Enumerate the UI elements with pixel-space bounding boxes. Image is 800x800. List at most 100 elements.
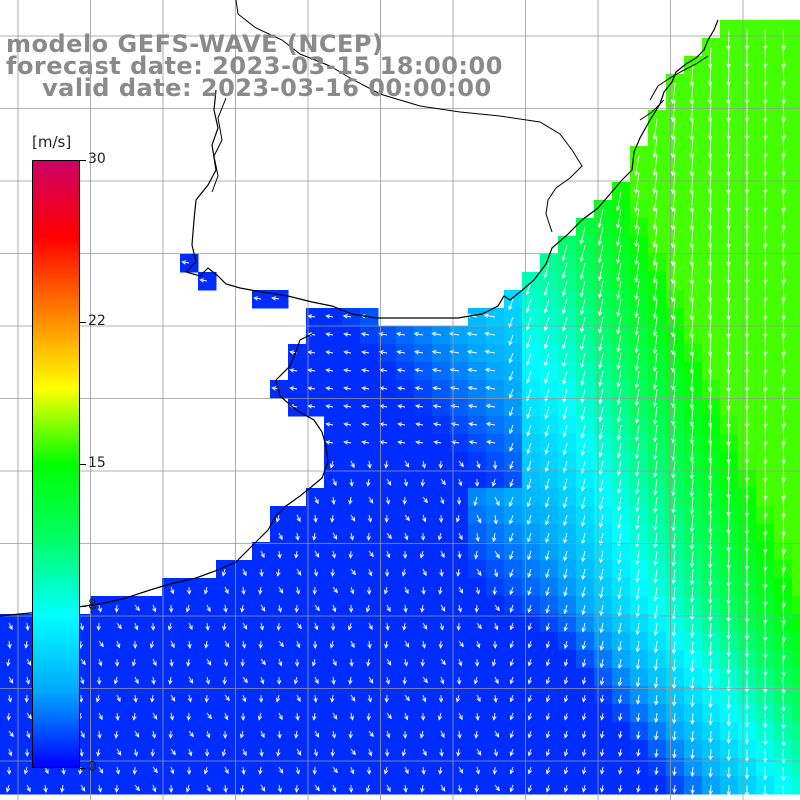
wind-arrow bbox=[782, 208, 785, 230]
wind-arrowhead bbox=[401, 571, 407, 577]
colorbar-tick-label: 8 bbox=[88, 596, 97, 613]
wind-arrow bbox=[421, 784, 424, 792]
wind-arrowhead bbox=[313, 571, 319, 577]
wind-arrow bbox=[326, 387, 334, 390]
wind-arrow bbox=[494, 784, 500, 791]
wind-arrowhead bbox=[403, 661, 409, 667]
wind-arrow bbox=[98, 784, 102, 792]
wind-arrowhead bbox=[350, 696, 356, 702]
wind-arrowhead bbox=[7, 697, 13, 703]
wind-arrow bbox=[475, 730, 478, 738]
wind-arrow bbox=[562, 262, 568, 279]
wind-arrowhead bbox=[402, 554, 408, 559]
wind-arrow bbox=[562, 280, 568, 296]
wind-speed-cell bbox=[450, 362, 469, 381]
wind-arrow bbox=[526, 352, 532, 366]
wind-arrowhead bbox=[509, 464, 514, 470]
wind-arrowhead bbox=[432, 404, 438, 409]
wind-arrowhead bbox=[242, 697, 247, 703]
wind-arrowhead bbox=[634, 366, 639, 372]
wind-arrow bbox=[782, 334, 785, 356]
wind-arrowhead bbox=[314, 552, 320, 558]
wind-arrowhead bbox=[545, 591, 550, 597]
wind-arrowhead bbox=[543, 273, 548, 279]
wind-arrow bbox=[134, 694, 137, 702]
wind-arrow bbox=[188, 622, 193, 630]
wind-arrow bbox=[600, 622, 604, 633]
wind-arrow bbox=[404, 460, 410, 468]
wind-arrow bbox=[582, 586, 586, 597]
wind-arrowhead bbox=[414, 386, 420, 391]
wind-arrowhead bbox=[508, 519, 514, 525]
wind-arrowhead bbox=[271, 386, 277, 391]
wind-speed-cell bbox=[378, 344, 397, 363]
wind-arrowhead bbox=[493, 751, 499, 757]
wind-arrowhead bbox=[350, 463, 355, 469]
wind-speed-cell bbox=[792, 722, 800, 741]
wind-arrow bbox=[782, 784, 785, 798]
wind-arrowhead bbox=[25, 625, 30, 631]
wind-arrow bbox=[709, 316, 712, 338]
wind-arrow bbox=[527, 550, 532, 560]
wind-arrowhead bbox=[744, 653, 750, 659]
wind-arrow bbox=[581, 532, 586, 544]
wind-arrow bbox=[276, 514, 280, 522]
wind-arrow bbox=[655, 730, 658, 740]
wind-arrowhead bbox=[617, 629, 622, 635]
wind-arrowhead bbox=[726, 297, 731, 303]
wind-arrowhead bbox=[333, 768, 338, 774]
wind-arrowhead bbox=[361, 350, 367, 355]
wind-arrow bbox=[509, 460, 514, 469]
wind-speed-cell bbox=[792, 614, 800, 633]
wind-arrow bbox=[637, 712, 640, 722]
wind-arrowhead bbox=[169, 715, 175, 721]
wind-arrowhead bbox=[6, 661, 11, 667]
wind-arrow bbox=[332, 550, 336, 558]
wind-arrow bbox=[690, 316, 694, 338]
wind-arrow bbox=[690, 280, 694, 302]
wind-arrowhead bbox=[582, 751, 587, 757]
wind-arrowhead bbox=[726, 387, 731, 393]
wind-arrow bbox=[673, 748, 676, 758]
wind-arrowhead bbox=[24, 643, 29, 649]
wind-arrowhead bbox=[420, 787, 425, 793]
wind-arrow bbox=[440, 604, 446, 612]
wind-arrow bbox=[673, 784, 676, 793]
wind-arrowhead bbox=[419, 553, 425, 559]
wind-arrow bbox=[782, 694, 785, 711]
wind-arrow bbox=[26, 784, 31, 792]
wind-arrow bbox=[782, 622, 785, 642]
wind-arrowhead bbox=[150, 626, 156, 631]
wind-arrowhead bbox=[97, 733, 102, 739]
wind-arrow bbox=[510, 784, 514, 792]
wind-arrowhead bbox=[133, 697, 138, 703]
wind-speed-cell bbox=[450, 344, 469, 363]
wind-arrowhead bbox=[581, 662, 587, 668]
wind-arrow bbox=[691, 424, 694, 444]
wind-arrow bbox=[691, 550, 694, 567]
wind-arrow bbox=[527, 496, 532, 507]
wind-arrowhead bbox=[617, 576, 622, 582]
wind-arrowhead bbox=[580, 504, 586, 510]
wind-arrowhead bbox=[598, 523, 604, 528]
wind-arrow bbox=[727, 280, 730, 302]
wind-arrow bbox=[691, 496, 694, 514]
wind-arrow bbox=[350, 568, 356, 575]
wind-arrow bbox=[637, 676, 640, 687]
wind-arrowhead bbox=[8, 678, 14, 684]
wind-arrowhead bbox=[431, 331, 437, 337]
wind-speed-cell bbox=[306, 380, 325, 399]
wind-arrowhead bbox=[132, 770, 137, 775]
wind-arrow bbox=[672, 478, 676, 496]
wind-arrowhead bbox=[508, 393, 514, 399]
wind-arrowhead bbox=[527, 625, 532, 631]
wind-arrow bbox=[404, 586, 409, 594]
wind-arrow bbox=[728, 496, 730, 516]
wind-arrowhead bbox=[671, 562, 676, 567]
wind-arrowhead bbox=[744, 792, 750, 797]
wind-arrow bbox=[204, 766, 208, 774]
wind-arrow bbox=[6, 784, 10, 792]
wind-arrowhead bbox=[495, 606, 500, 612]
wind-arrow bbox=[476, 622, 482, 629]
wind-arrowhead bbox=[598, 364, 603, 370]
